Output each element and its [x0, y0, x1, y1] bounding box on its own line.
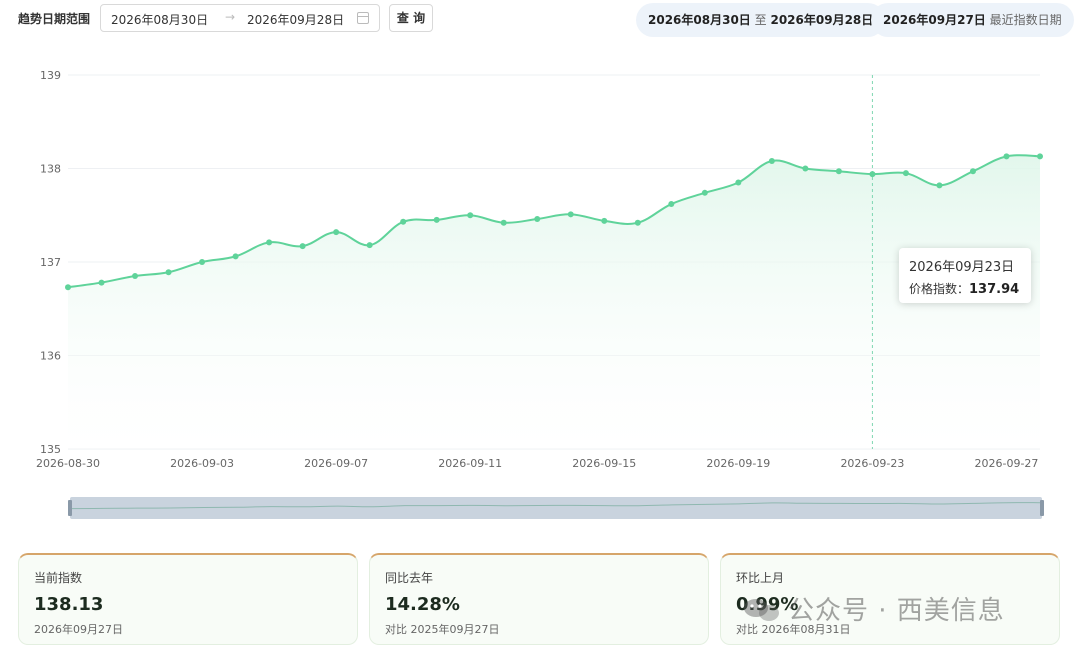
data-points — [65, 153, 1043, 291]
y-axis: 135 136 137 138 139 — [40, 69, 61, 456]
card-subtext: 2026年09月27日 — [34, 623, 123, 636]
range-arrow-icon: → — [225, 10, 236, 24]
query-button[interactable]: 查 询 — [389, 4, 433, 32]
stat-cards: 当前指数 138.13 2026年09月27日 同比去年 14.28% 对比 2… — [18, 553, 1062, 645]
x-tick-label: 2026-09-19 — [706, 457, 770, 470]
data-zoom-slider[interactable] — [68, 497, 1044, 519]
data-point[interactable] — [802, 165, 809, 172]
latest-date-label: 最近指数日期 — [989, 13, 1062, 27]
date-range-label: 趋势日期范围 — [18, 12, 91, 26]
year-over-year-card: 同比去年 14.28% 对比 2025年09月27日 — [369, 553, 709, 645]
data-point[interactable] — [65, 284, 71, 291]
price-index-chart: 135 136 137 138 139 2026-08-30 2026-09-03 2026… — [18, 50, 1062, 540]
data-point[interactable] — [567, 211, 574, 218]
x-axis: 2026-08-30 2026-09-03 2026-09-07 2026-09-11… — [36, 457, 1038, 470]
y-tick-label: 138 — [40, 163, 61, 176]
data-point[interactable] — [835, 168, 842, 175]
x-tick-label: 2026-09-23 — [840, 457, 904, 470]
data-point[interactable] — [969, 168, 976, 175]
card-title: 当前指数 — [34, 571, 83, 585]
data-point[interactable] — [199, 259, 206, 265]
data-point[interactable] — [902, 170, 909, 177]
data-point[interactable] — [735, 179, 742, 186]
data-point[interactable] — [1003, 153, 1010, 160]
data-point[interactable] — [433, 216, 440, 223]
data-point[interactable] — [266, 239, 273, 246]
current-index-card: 当前指数 138.13 2026年09月27日 — [18, 553, 358, 645]
data-point[interactable] — [366, 242, 373, 249]
data-point[interactable] — [467, 212, 474, 219]
zoom-handle-right[interactable] — [1040, 500, 1044, 516]
data-point[interactable] — [500, 219, 507, 226]
tooltip-value: 137.94 — [969, 282, 1020, 297]
range-summary-pill: 2026年08月30日 至 2026年09月28日 — [636, 3, 886, 37]
data-point[interactable] — [634, 219, 641, 226]
latest-date-pill: 2026年09月27日 最近指数日期 — [871, 3, 1074, 37]
card-subtext: 对比 2025年09月27日 — [385, 623, 500, 636]
card-title: 同比去年 — [385, 571, 434, 585]
data-point[interactable] — [869, 171, 876, 178]
x-tick-label: 2026-09-15 — [572, 457, 636, 470]
area-fill — [68, 155, 1040, 449]
zoom-handle-left[interactable] — [68, 500, 72, 516]
card-subtext: 对比 2026年08月31日 — [736, 623, 851, 636]
data-point[interactable] — [299, 243, 306, 250]
data-point[interactable] — [232, 253, 239, 260]
data-point[interactable] — [98, 279, 105, 286]
x-tick-label: 2026-09-11 — [438, 457, 502, 470]
data-point[interactable] — [534, 215, 541, 222]
start-date-input[interactable]: 2026年08月30日 — [111, 13, 209, 27]
watermark: 公众号 · 西美信息 — [742, 590, 1005, 627]
x-tick-label: 2026-09-07 — [304, 457, 368, 470]
x-tick-label: 2026-09-03 — [170, 457, 234, 470]
data-point[interactable] — [601, 217, 608, 224]
range-start-text: 2026年08月30日 — [648, 13, 751, 27]
data-point[interactable] — [701, 189, 708, 196]
tooltip-row: 价格指数：137.94 — [909, 280, 1021, 297]
data-point[interactable] — [668, 201, 675, 208]
wechat-icon — [744, 599, 779, 621]
x-tick-label: 2026-08-30 — [36, 457, 100, 470]
tooltip-date: 2026年09月23日 — [909, 260, 1015, 275]
month-over-month-card: 环比上月 0.99% 对比 2026年08月31日 — [720, 553, 1060, 645]
range-end-text: 2026年09月28日 — [770, 13, 874, 27]
y-tick-label: 135 — [40, 443, 61, 456]
chart-tooltip: 2026年09月23日 价格指数：137.94 — [899, 248, 1031, 303]
range-to-text: 至 — [754, 13, 767, 27]
end-date-input[interactable]: 2026年09月28日 — [247, 13, 345, 27]
watermark-text: 公众号 · 西美信息 — [788, 596, 1005, 626]
zoom-slider-preview-line — [69, 502, 1041, 510]
data-point[interactable] — [1037, 153, 1043, 160]
data-point[interactable] — [936, 182, 943, 189]
x-tick-label: 2026-09-27 — [975, 457, 1039, 470]
card-value: 14.28% — [385, 594, 460, 615]
filter-bar: 趋势日期范围 2026年08月30日 → 2026年09月28日 查 询 202… — [0, 0, 1080, 40]
calendar-icon[interactable] — [357, 12, 369, 24]
latest-date-text: 2026年09月27日 — [883, 13, 986, 27]
data-point[interactable] — [768, 158, 775, 165]
card-title: 环比上月 — [736, 571, 785, 585]
tooltip-label: 价格指数： — [909, 282, 970, 296]
y-tick-label: 136 — [40, 350, 61, 363]
card-value: 0.99% — [736, 594, 799, 615]
zoom-slider-track[interactable] — [70, 497, 1042, 519]
data-point[interactable] — [165, 269, 172, 276]
y-tick-label: 139 — [40, 69, 61, 82]
y-tick-label: 137 — [40, 256, 61, 269]
data-point[interactable] — [132, 273, 139, 280]
data-point[interactable] — [400, 218, 407, 225]
card-value: 138.13 — [34, 594, 104, 615]
data-point[interactable] — [333, 229, 340, 236]
date-range-picker[interactable]: 2026年08月30日 → 2026年09月28日 — [100, 4, 380, 32]
